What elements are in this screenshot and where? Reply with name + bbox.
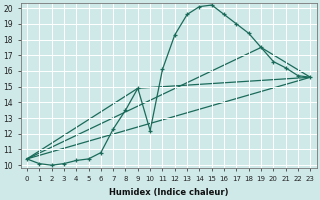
X-axis label: Humidex (Indice chaleur): Humidex (Indice chaleur)	[109, 188, 228, 197]
